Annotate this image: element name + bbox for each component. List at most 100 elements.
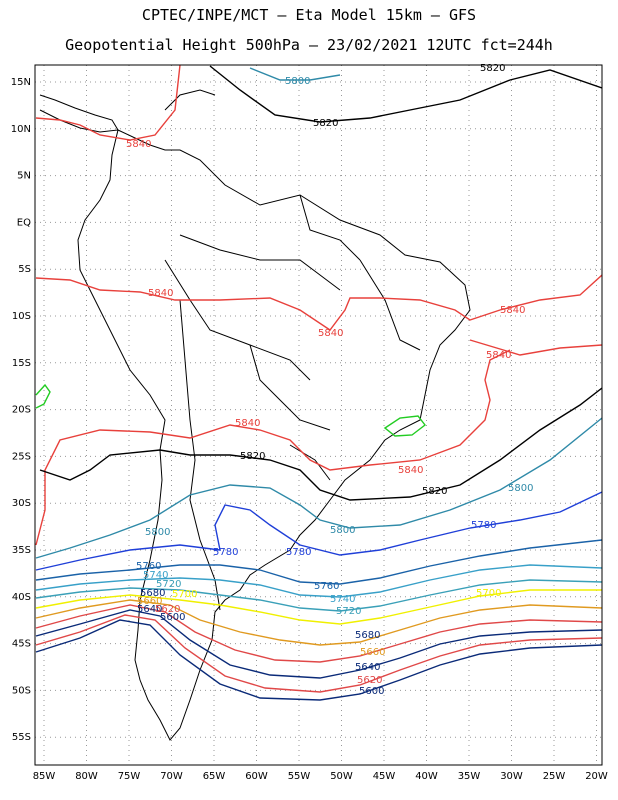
border-c (179, 299, 221, 611)
lat-tick-label: 10N (11, 124, 31, 135)
contour-labels: 5840 5840 5840 5840 5840 5840 5840 5820 … (126, 63, 533, 697)
label-5840: 5840 (398, 465, 423, 476)
lon-tick-label: 65W (203, 771, 226, 782)
grid-lines (35, 65, 602, 765)
label-5640: 5640 (355, 662, 380, 673)
lon-tick-label: 60W (245, 771, 268, 782)
lat-tick-label: 55S (12, 732, 31, 743)
label-5720: 5720 (156, 579, 181, 590)
lon-tick-label: 70W (160, 771, 183, 782)
lat-tick-label: 5S (18, 264, 31, 275)
label-5640: 5640 (137, 604, 162, 615)
contour-5840-south (35, 349, 511, 546)
lat-tick-label: 15N (11, 77, 31, 88)
border-a (179, 234, 341, 291)
lat-tick-label: 50S (12, 685, 31, 696)
central-america-coast (39, 94, 119, 133)
contour-5780 (35, 491, 602, 571)
label-5800: 5800 (285, 76, 310, 87)
contour-5840-east (469, 339, 602, 356)
label-5620: 5620 (155, 604, 180, 615)
contour-5820-north (209, 65, 602, 123)
map-subtitle: Geopotential Height 500hPa – 23/02/2021 … (65, 36, 553, 54)
border-f (359, 259, 421, 351)
contour-5800-north (249, 67, 341, 81)
border-d (249, 344, 331, 431)
label-5760: 5760 (314, 581, 339, 592)
label-5780: 5780 (471, 520, 496, 531)
label-5840: 5840 (318, 328, 343, 339)
contour-5720 (35, 579, 602, 612)
label-5820: 5820 (313, 118, 338, 129)
lat-tick-label: 45S (12, 639, 31, 650)
label-5740: 5740 (143, 570, 168, 581)
longitude-labels: 85W 80W 75W 70W 65W 60W 55W 50W 45W 40W 35W 30W 25W 2… (33, 771, 608, 782)
label-5700: 5700 (476, 588, 501, 599)
lat-tick-label: 10S (12, 311, 31, 322)
lat-tick-label: 5N (17, 171, 31, 182)
lon-tick-label: 75W (118, 771, 141, 782)
label-5800: 5800 (508, 483, 533, 494)
lat-tick-label: 30S (12, 498, 31, 509)
lon-tick-label: 25W (543, 771, 566, 782)
label-5840: 5840 (500, 305, 525, 316)
border-b (164, 259, 311, 381)
label-5600: 5600 (359, 686, 384, 697)
label-5740: 5740 (330, 594, 355, 605)
label-5680: 5680 (140, 588, 165, 599)
border-g (299, 194, 361, 261)
lat-tick-label: 35S (12, 545, 31, 556)
lon-tick-label: 80W (75, 771, 98, 782)
label-5660: 5660 (360, 647, 385, 658)
label-5620: 5620 (357, 675, 382, 686)
lon-tick-label: 50W (330, 771, 353, 782)
contour-5740 (35, 564, 602, 598)
contour-5700 (35, 589, 602, 625)
map-frame (34, 64, 603, 766)
label-5680: 5680 (355, 630, 380, 641)
lat-tick-label: 40S (12, 592, 31, 603)
label-5840: 5840 (486, 350, 511, 361)
label-5720: 5720 (336, 606, 361, 617)
label-5820: 5820 (422, 486, 447, 497)
contour-5760 (35, 539, 602, 585)
label-5800: 5800 (145, 527, 170, 538)
label-5840: 5840 (126, 139, 151, 150)
label-5600: 5600 (160, 612, 185, 623)
lon-tick-label: 20W (585, 771, 608, 782)
lon-tick-label: 85W (33, 771, 56, 782)
contours (35, 65, 602, 701)
contour-5660 (35, 604, 602, 663)
contour-5680 (35, 599, 602, 646)
lon-tick-label: 55W (288, 771, 311, 782)
lon-tick-label: 30W (500, 771, 523, 782)
label-5760: 5760 (136, 561, 161, 572)
contour-green-west (35, 383, 51, 409)
caribbean-coast (164, 89, 216, 111)
label-5840: 5840 (235, 418, 260, 429)
lat-tick-label: 15S (12, 358, 31, 369)
label-5660: 5660 (137, 596, 162, 607)
lat-tick-label: EQ (17, 217, 31, 228)
lat-tick-label: 20S (12, 405, 31, 416)
label-5780: 5780 (286, 547, 311, 558)
label-5700: 5700 (172, 589, 197, 600)
map-title: CPTEC/INPE/MCT – Eta Model 15km – GFS (141, 6, 477, 24)
contour-5600 (35, 619, 602, 701)
border-e (289, 444, 331, 481)
lon-tick-label: 35W (458, 771, 481, 782)
label-5840: 5840 (148, 288, 173, 299)
contour-5640 (35, 609, 602, 679)
label-5820: 5820 (240, 451, 265, 462)
contour-5620 (35, 614, 602, 693)
label-5820: 5820 (480, 63, 505, 74)
latitude-labels: 15N 10N 5N EQ 5S 10S 15S 20S 25S 30S 35S 40S 45S 50S 5… (11, 77, 31, 743)
contour-5820 (39, 387, 602, 501)
label-5780: 5780 (213, 547, 238, 558)
label-5800: 5800 (330, 525, 355, 536)
contour-green-low (383, 415, 426, 437)
contour-5840-tropics (35, 274, 602, 331)
lon-tick-label: 40W (415, 771, 438, 782)
contour-5800 (35, 417, 602, 559)
